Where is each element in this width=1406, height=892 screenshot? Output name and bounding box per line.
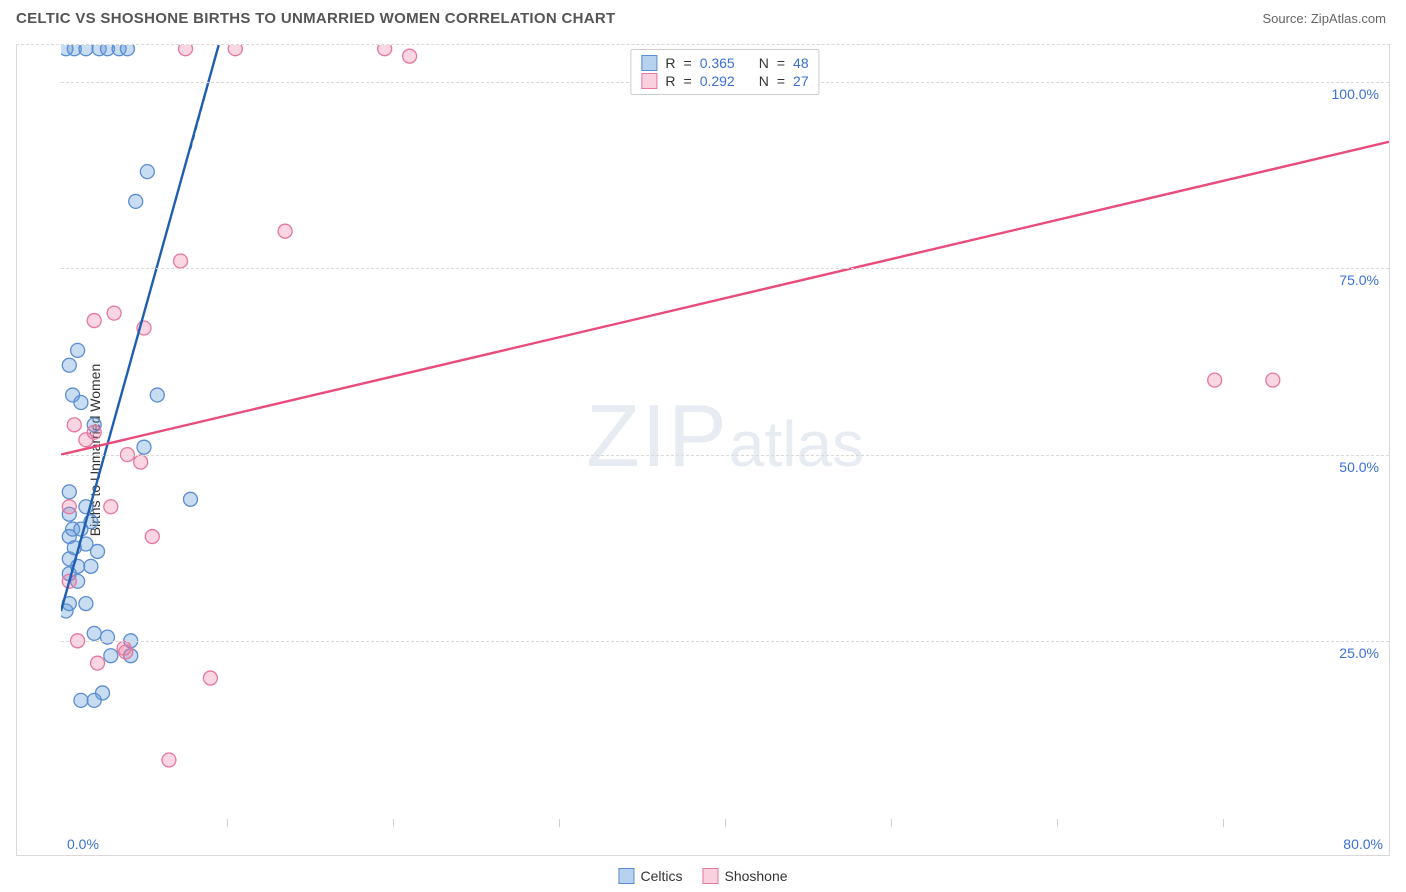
n-value-shoshone: 27 bbox=[793, 73, 809, 89]
r-value-celtics: 0.365 bbox=[700, 55, 735, 71]
header: CELTIC VS SHOSHONE BIRTHS TO UNMARRIED W… bbox=[0, 0, 1406, 33]
legend-label: Shoshone bbox=[724, 868, 787, 884]
source-prefix: Source: bbox=[1262, 11, 1310, 26]
chart-frame: Births to Unmarried Women ZIPatlas R = 0… bbox=[16, 44, 1390, 856]
legend-item-shoshone: Shoshone bbox=[702, 868, 787, 884]
n-value-celtics: 48 bbox=[793, 55, 809, 71]
source-attribution: Source: ZipAtlas.com bbox=[1262, 11, 1386, 26]
source-name: ZipAtlas.com bbox=[1311, 11, 1386, 26]
x-tick-label-min: 0.0% bbox=[67, 836, 99, 852]
swatch-pink-icon bbox=[641, 73, 657, 89]
eq: = bbox=[777, 73, 785, 89]
eq: = bbox=[684, 55, 692, 71]
x-tick-label-max: 80.0% bbox=[1343, 836, 1383, 852]
chart-title: CELTIC VS SHOSHONE BIRTHS TO UNMARRIED W… bbox=[16, 10, 615, 27]
n-label: N bbox=[759, 55, 769, 71]
r-label: R bbox=[665, 55, 675, 71]
swatch-blue-icon bbox=[641, 55, 657, 71]
r-value-shoshone: 0.292 bbox=[700, 73, 735, 89]
eq: = bbox=[684, 73, 692, 89]
eq: = bbox=[777, 55, 785, 71]
legend-label: Celtics bbox=[640, 868, 682, 884]
legend-item-celtics: Celtics bbox=[618, 868, 682, 884]
r-label: R bbox=[665, 73, 675, 89]
swatch-blue-icon bbox=[618, 868, 634, 884]
stats-row-celtics: R = 0.365 N = 48 bbox=[641, 54, 808, 72]
stats-row-shoshone: R = 0.292 N = 27 bbox=[641, 72, 808, 90]
swatch-pink-icon bbox=[702, 868, 718, 884]
stats-legend: R = 0.365 N = 48 R = 0.292 N = 27 bbox=[630, 49, 819, 95]
n-label: N bbox=[759, 73, 769, 89]
series-legend: Celtics Shoshone bbox=[618, 868, 787, 884]
scatter-svg bbox=[61, 45, 1389, 827]
plot-area: ZIPatlas R = 0.365 N = 48 R = 0.292 N = bbox=[61, 45, 1389, 827]
